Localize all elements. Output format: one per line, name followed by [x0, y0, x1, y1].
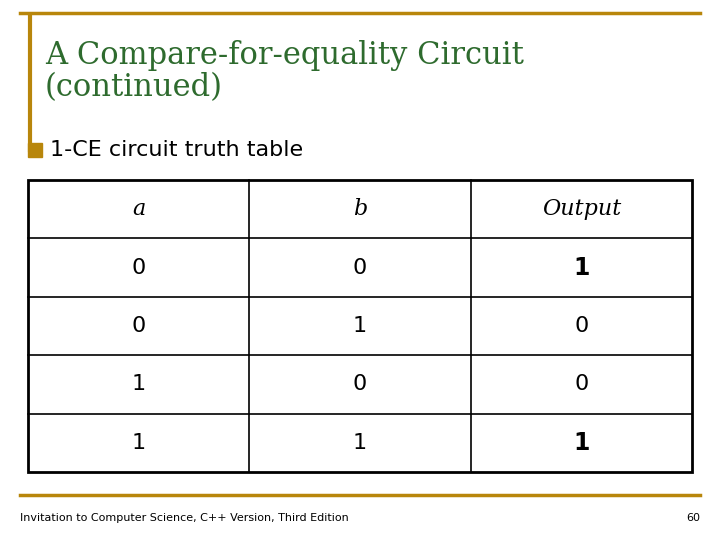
Text: 0: 0 [575, 374, 588, 394]
Bar [28, 180, 692, 472]
Text: 0: 0 [353, 374, 367, 394]
Text: 0: 0 [575, 316, 588, 336]
Text: 1: 1 [132, 433, 145, 453]
Text: (continued): (continued) [45, 72, 223, 103]
Text: 0: 0 [132, 316, 145, 336]
Text: 1: 1 [353, 433, 367, 453]
Bar [28, 143, 42, 157]
Text: A Compare-for-equality Circuit: A Compare-for-equality Circuit [45, 40, 524, 71]
Text: 1: 1 [132, 374, 145, 394]
Text: 0: 0 [353, 258, 367, 278]
Text: 1: 1 [353, 316, 367, 336]
Text: Output: Output [541, 198, 621, 220]
Text: 60: 60 [686, 513, 700, 523]
Text: b: b [353, 198, 367, 220]
Text: 1: 1 [573, 255, 590, 280]
Text: 0: 0 [132, 258, 145, 278]
Text: Invitation to Computer Science, C++ Version, Third Edition: Invitation to Computer Science, C++ Vers… [20, 513, 348, 523]
Text: 1-CE circuit truth table: 1-CE circuit truth table [50, 140, 303, 160]
Text: 1: 1 [573, 431, 590, 455]
Text: a: a [132, 198, 145, 220]
